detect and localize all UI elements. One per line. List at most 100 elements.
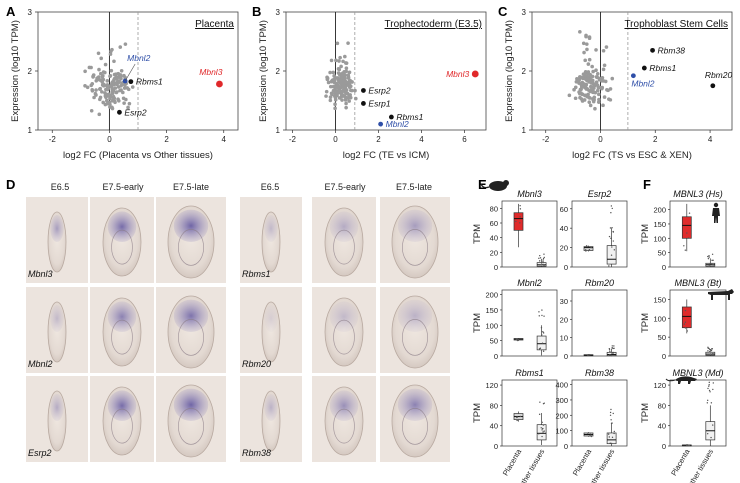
data-point (609, 414, 612, 417)
data-point (611, 345, 613, 347)
data-point (610, 419, 612, 421)
stain-region (264, 305, 278, 332)
y-tick-label: 20 (490, 248, 498, 257)
highlight-point (710, 83, 716, 89)
gene-point (595, 88, 600, 93)
data-point (587, 432, 589, 434)
data-point (711, 259, 713, 262)
gene-title: Mbnl3 (517, 189, 542, 199)
highlight-label: Mbnl3 (199, 67, 222, 77)
data-point (585, 245, 588, 247)
gene-point (126, 105, 130, 110)
data-point (585, 250, 587, 252)
gene-point (340, 98, 344, 102)
gene-point (344, 101, 348, 106)
gene-title: MBNL3 (Hs) (673, 189, 723, 199)
x-axis-label: log2 FC (TE vs ICM) (343, 150, 430, 161)
x-tick-label: -2 (49, 135, 57, 144)
x-tick-label: 2 (164, 135, 169, 144)
data-point (708, 265, 710, 267)
y-tick-label: 400 (555, 381, 568, 390)
data-point (584, 249, 587, 251)
panel-letter-f: F (643, 177, 651, 192)
data-point (541, 421, 543, 424)
stain-region (329, 390, 359, 422)
data-point (684, 309, 687, 312)
gene-label: Mbnl2 (28, 359, 53, 369)
y-axis-label: Expression (log10 TPM) (10, 20, 21, 122)
data-point (612, 352, 615, 354)
gene-point (324, 94, 328, 98)
gene-point (328, 84, 333, 89)
data-point (540, 264, 542, 266)
stain-region (50, 394, 64, 421)
gene-point (118, 45, 123, 49)
gene-point (602, 95, 607, 99)
y-tick-label: 100 (485, 321, 498, 330)
gene-point (326, 80, 331, 85)
gene-point (582, 50, 586, 55)
gene-point (346, 80, 351, 85)
gene-point (600, 75, 605, 80)
gene-point (87, 65, 92, 70)
highlight-point (650, 47, 655, 53)
highlight-point (128, 79, 134, 85)
gene-point (350, 88, 354, 93)
data-point (609, 411, 612, 414)
data-point (588, 435, 591, 437)
data-point (519, 415, 522, 418)
embryo-fold (333, 408, 355, 444)
gene-point (602, 63, 607, 68)
y-tick-label: 0 (662, 442, 666, 451)
data-point (538, 315, 540, 317)
data-point (708, 255, 710, 257)
stain-region (50, 305, 64, 332)
y-axis-label: TPM (472, 403, 483, 423)
gene-point (607, 97, 611, 101)
gene-point (115, 82, 119, 87)
gene-point (585, 47, 589, 52)
y-tick-label: 100 (653, 314, 666, 323)
gene-point (339, 64, 343, 69)
panel-letter-e: E (478, 177, 487, 192)
data-point (612, 230, 614, 233)
data-point (590, 434, 592, 436)
gene-point (105, 79, 110, 83)
y-tick-label: 40 (658, 422, 666, 431)
gene-point (343, 54, 347, 59)
gene-point (333, 95, 338, 99)
opossum-icon (665, 376, 697, 384)
gene-point (83, 84, 87, 88)
data-point (540, 327, 543, 329)
gene-point (83, 69, 87, 74)
stain-region (264, 394, 278, 421)
gene-point (334, 58, 338, 63)
data-point (542, 259, 544, 261)
box (536, 335, 547, 351)
data-point (590, 246, 592, 249)
highlight-label: Esrp2 (368, 85, 390, 95)
gene-point (95, 77, 100, 82)
data-point (712, 263, 714, 266)
gene-point (98, 86, 103, 91)
gene-point (101, 100, 106, 105)
y-tick-label: 80 (658, 401, 666, 410)
data-point (709, 348, 711, 351)
gene-point (103, 62, 108, 67)
stain-region (50, 215, 64, 242)
gene-point (353, 88, 357, 93)
gene-point (604, 45, 609, 49)
gene-point (94, 93, 98, 97)
stain-region (173, 299, 209, 332)
data-point (610, 212, 612, 214)
data-point (542, 260, 544, 263)
data-point (608, 235, 611, 238)
y-tick-label: 40 (560, 224, 568, 233)
box (583, 246, 594, 251)
y-tick-label: 150 (653, 295, 666, 304)
data-point (519, 216, 521, 218)
gene-point (346, 76, 351, 80)
stage-label: E7.5-early (102, 182, 144, 192)
embryo-fold (178, 408, 205, 445)
gene-point (347, 85, 352, 90)
